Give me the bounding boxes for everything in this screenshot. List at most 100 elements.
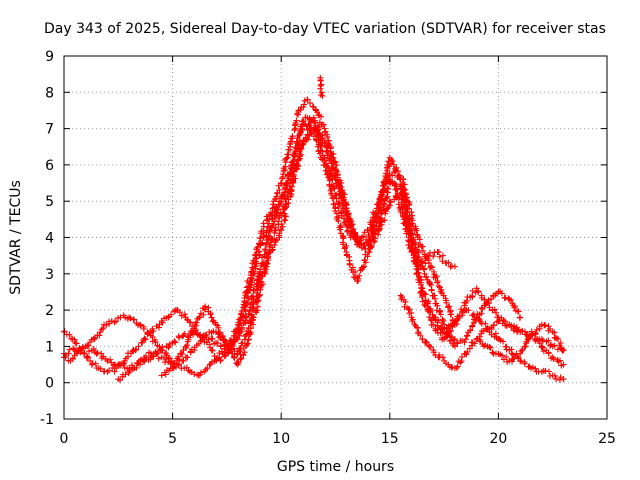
- data-point: [155, 324, 162, 331]
- data-point: [447, 263, 454, 270]
- data-point: [147, 356, 154, 363]
- data-point: [546, 325, 553, 332]
- data-point: [189, 327, 196, 334]
- data-point: [337, 226, 344, 233]
- data-point: [409, 220, 416, 227]
- data-point: [446, 303, 453, 310]
- data-point: [439, 252, 446, 259]
- data-point: [378, 210, 385, 217]
- data-point: [535, 368, 542, 375]
- data-point: [326, 181, 333, 188]
- data-point: [411, 321, 418, 328]
- data-point: [361, 257, 368, 264]
- data-point: [317, 82, 324, 89]
- data-point: [109, 365, 116, 372]
- data-point: [545, 350, 552, 357]
- y-tick-label: 6: [45, 158, 54, 174]
- data-point: [278, 180, 285, 187]
- data-point: [399, 195, 406, 202]
- data-point: [301, 97, 308, 104]
- data-point: [93, 365, 100, 372]
- data-point: [430, 349, 437, 356]
- data-point: [103, 322, 110, 329]
- data-point: [137, 356, 144, 363]
- data-point: [107, 356, 114, 363]
- data-point: [85, 354, 92, 361]
- data-point: [493, 334, 500, 341]
- data-point: [131, 316, 138, 323]
- data-point: [265, 249, 272, 256]
- data-point: [518, 347, 525, 354]
- grid: [64, 56, 607, 419]
- data-point: [533, 326, 540, 333]
- data-point: [168, 311, 175, 318]
- data-point: [168, 358, 175, 365]
- data-point: [492, 330, 499, 337]
- data-point: [447, 321, 454, 328]
- data-point: [454, 363, 461, 370]
- data-point: [384, 185, 391, 192]
- data-point: [143, 355, 150, 362]
- data-point: [96, 332, 103, 339]
- data-point: [443, 297, 450, 304]
- data-point: [274, 190, 281, 197]
- data-point: [181, 330, 188, 337]
- data-point: [215, 324, 222, 331]
- data-point: [320, 121, 327, 128]
- data-point: [471, 313, 478, 320]
- data-point: [513, 350, 520, 357]
- data-point: [548, 341, 555, 348]
- x-tick-label: 0: [60, 431, 69, 447]
- data-point: [373, 213, 380, 220]
- data-point: [423, 303, 430, 310]
- data-point: [207, 310, 214, 317]
- data-point: [381, 200, 388, 207]
- data-point: [491, 306, 498, 313]
- data-point: [418, 294, 425, 301]
- data-point: [297, 106, 304, 113]
- data-point: [422, 297, 429, 304]
- data-point: [389, 172, 396, 179]
- data-point: [390, 161, 397, 168]
- data-point: [508, 322, 515, 329]
- data-point: [463, 297, 470, 304]
- data-point: [408, 309, 415, 316]
- data-point: [316, 150, 323, 157]
- data-point: [409, 316, 416, 323]
- y-tick-label: 3: [45, 267, 54, 283]
- data-point: [200, 311, 207, 318]
- data-point: [312, 119, 319, 126]
- data-point: [419, 335, 426, 342]
- y-tick-label: 7: [45, 122, 54, 138]
- data-point: [65, 357, 72, 364]
- data-point: [521, 359, 528, 366]
- data-point: [254, 307, 261, 314]
- data-point: [435, 283, 442, 290]
- data-point: [120, 361, 127, 368]
- data-point: [542, 322, 549, 329]
- data-point: [322, 167, 329, 174]
- data-point: [90, 335, 97, 342]
- data-point: [318, 113, 324, 120]
- data-point: [117, 377, 124, 384]
- data-point: [487, 344, 494, 351]
- data-point: [68, 335, 75, 342]
- data-point: [196, 314, 203, 321]
- data-point: [276, 230, 283, 237]
- data-point: [162, 371, 169, 378]
- data-point: [473, 336, 480, 343]
- data-point: [356, 272, 363, 279]
- data-point: [493, 350, 500, 357]
- data-point: [413, 271, 420, 278]
- data-point: [240, 312, 247, 319]
- data-point: [342, 200, 349, 207]
- data-point: [241, 349, 248, 356]
- data-point: [350, 226, 357, 233]
- data-point: [440, 317, 447, 324]
- data-point: [436, 253, 443, 260]
- series-track-7: [397, 292, 567, 372]
- data-point: [165, 359, 172, 366]
- data-point: [556, 376, 563, 383]
- data-point: [294, 157, 301, 164]
- data-point: [461, 339, 468, 346]
